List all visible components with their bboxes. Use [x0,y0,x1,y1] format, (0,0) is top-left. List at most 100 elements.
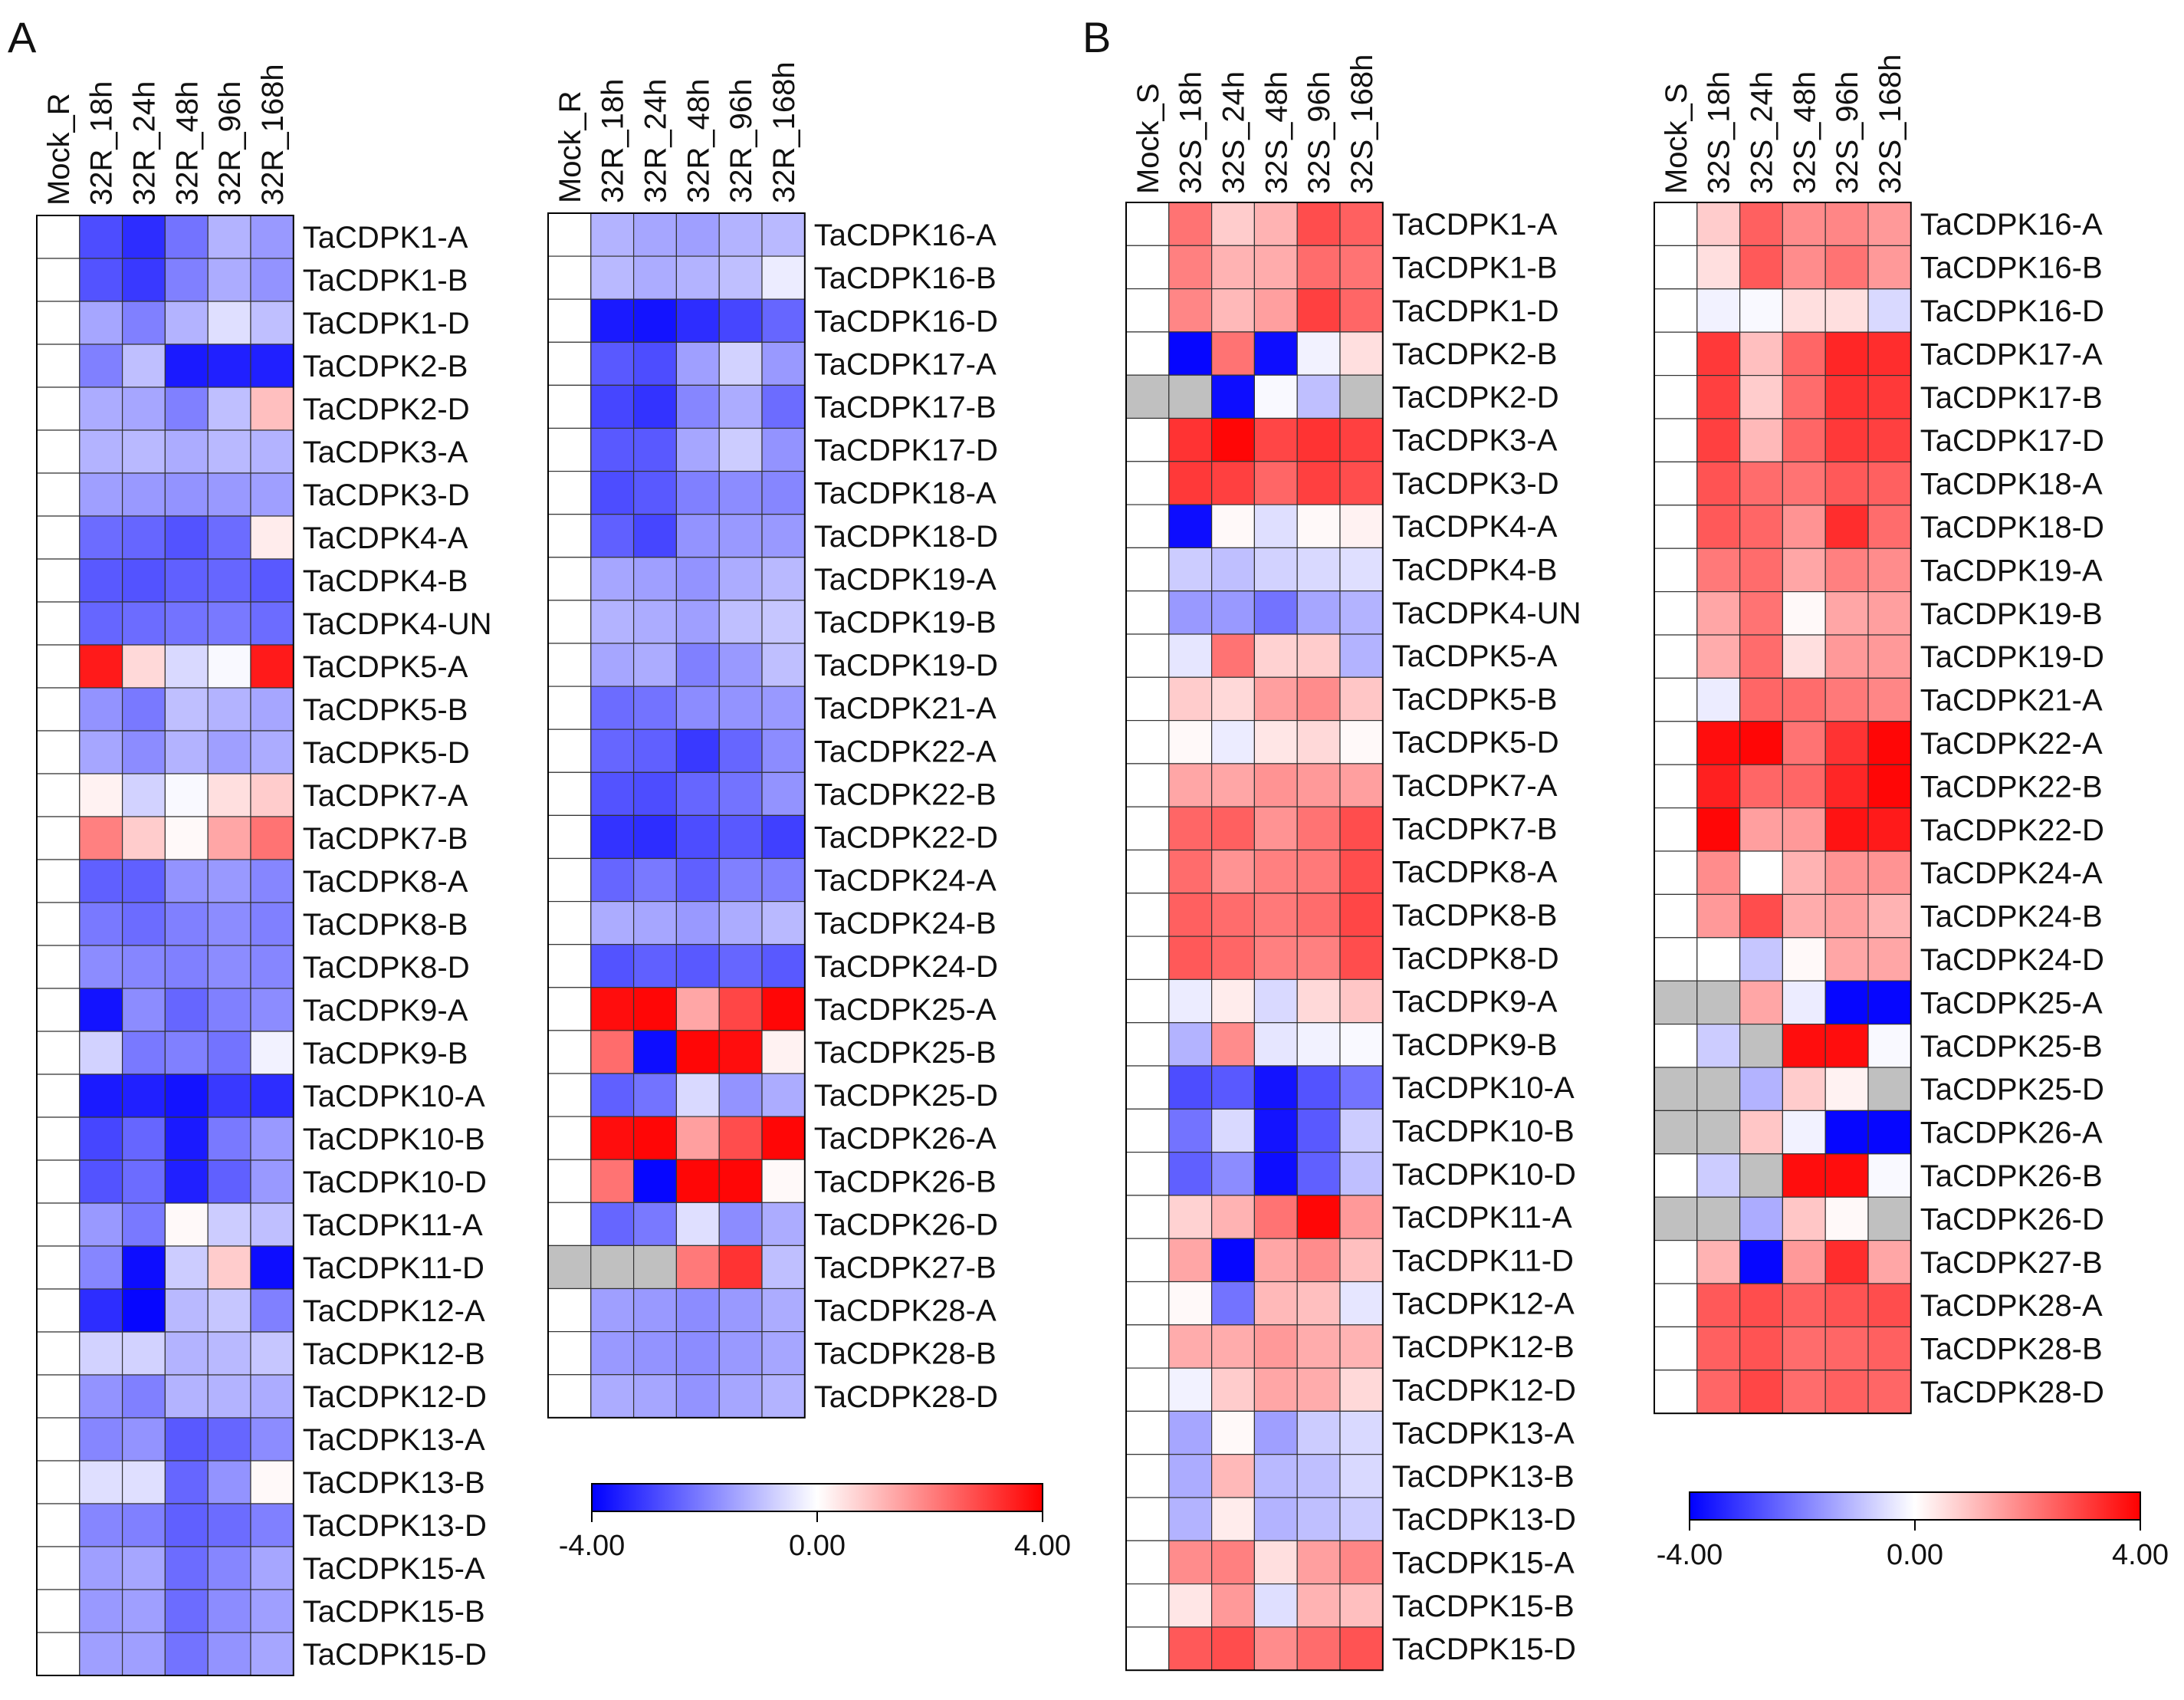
row-label: TaCDPK16-D [814,304,998,338]
heatmap-cell [547,771,592,816]
row-label: TaCDPK24-D [1920,943,2104,977]
heatmap-cell [675,728,720,773]
heatmap-cell [1824,893,1869,939]
row-label: TaCDPK16-A [814,219,997,252]
heatmap-cell [36,1632,80,1676]
row-label: TaCDPK5-A [1392,640,1558,673]
heatmap-cell [79,1589,123,1633]
heatmap-cell [79,301,123,345]
heatmap-cell [1339,1195,1384,1239]
row-label: TaCDPK12-B [1392,1330,1575,1364]
row-label: TaCDPK22-D [1920,814,2104,847]
row-label: TaCDPK10-D [303,1166,487,1199]
heatmap-cell [1654,1239,1698,1284]
heatmap-cell [1253,1583,1298,1628]
heatmap-cell [1782,1326,1826,1371]
heatmap-cell [718,557,763,601]
heatmap-cell [36,472,80,517]
heatmap-cell [1696,1239,1741,1284]
heatmap-cell [207,687,251,732]
heatmap-cell [590,643,635,687]
heatmap-cell [1339,719,1384,765]
row-label: TaCDPK8-A [303,865,468,899]
row-label: TaCDPK3-D [1392,467,1559,501]
heatmap-cell [250,215,294,259]
heatmap-cell [122,1589,166,1633]
row-label: TaCDPK25-D [814,1079,998,1113]
heatmap-cell [1739,634,1784,679]
row-label: TaCDPK8-D [303,951,470,985]
heatmap-cell [761,1202,806,1247]
heatmap-cell [1125,1626,1170,1671]
column-label: 32R_18h [85,81,119,206]
row-label: TaCDPK25-A [814,993,997,1027]
heatmap-cell [1867,1023,1912,1068]
heatmap-cell [1253,893,1298,937]
heatmap-cell [718,384,763,429]
heatmap-cell [1168,1583,1213,1628]
heatmap-cell [122,1546,166,1590]
heatmap-cell [207,816,251,860]
heatmap-a-left: TaCDPK1-A TaCDPK1-B TaCDPK1-D TaCDPK2-B TaCD… [36,64,492,1676]
heatmap-cell [79,644,123,689]
column-label: 32R_96h [724,79,758,203]
heatmap-cell [250,1331,294,1376]
heatmap-cell [164,859,209,903]
heatmap-cell [718,857,763,903]
heatmap-cell [122,1331,166,1376]
heatmap-cell [1782,418,1826,463]
heatmap-cell [207,902,251,946]
heatmap-cell [718,944,763,988]
heatmap-cell [1654,764,1698,809]
heatmap-cell [250,1503,294,1547]
heatmap-cell [36,773,80,817]
row-label: TaCDPK27-B [1920,1246,2103,1280]
heatmap-cell [122,816,166,860]
heatmap-cell [1339,1626,1384,1671]
heatmap-cell [1867,807,1912,852]
heatmap-cell [1824,677,1869,722]
row-label: TaCDPK11-D [1392,1244,1574,1277]
heatmap-cell [1339,461,1384,505]
heatmap-cell [761,341,806,386]
heatmap-cell [1824,1326,1869,1371]
heatmap-cell [1867,893,1912,939]
heatmap-cell [1654,1110,1698,1155]
heatmap-cell [250,1288,294,1333]
heatmap-cell [1696,937,1741,982]
row-label: TaCDPK17-B [1920,381,2103,415]
row-label: TaCDPK3-A [303,436,468,469]
row-label: TaCDPK10-A [303,1080,485,1113]
heatmap-cell [122,988,166,1032]
heatmap-cell [1296,1626,1341,1671]
heatmap-cell [1824,461,1869,506]
heatmap-cell [1296,504,1341,548]
heatmap-cell [1696,1067,1741,1112]
heatmap-cell [1739,331,1784,376]
heatmap-cell [122,1202,166,1247]
heatmap-cell [1253,849,1298,894]
heatmap-cell [590,728,635,773]
heatmap-cell [1339,978,1384,1024]
heatmap-cell [1824,1239,1869,1284]
heatmap-cell [1210,676,1255,722]
row-label: TaCDPK12-D [303,1380,487,1414]
heatmap-cell [761,298,806,343]
column-label: 32R_48h [681,79,715,203]
heatmap-cell [1125,590,1170,635]
heatmap-cell [1253,1410,1298,1455]
heatmap-cell [1867,764,1912,809]
heatmap-cell [1339,763,1384,807]
heatmap-cell [1824,202,1869,247]
heatmap-cell [1125,719,1170,765]
heatmap-cell [1253,1065,1298,1110]
row-label: TaCDPK11-A [1392,1201,1572,1235]
heatmap-cell [1296,1583,1341,1628]
heatmap-cell [1210,1195,1255,1239]
heatmap-cell [1296,417,1341,462]
heatmap-cell [547,341,592,386]
heatmap-cell [1654,1370,1698,1414]
heatmap-cell [36,301,80,345]
heatmap-cell [1339,1410,1384,1455]
heatmap-cell [207,988,251,1032]
